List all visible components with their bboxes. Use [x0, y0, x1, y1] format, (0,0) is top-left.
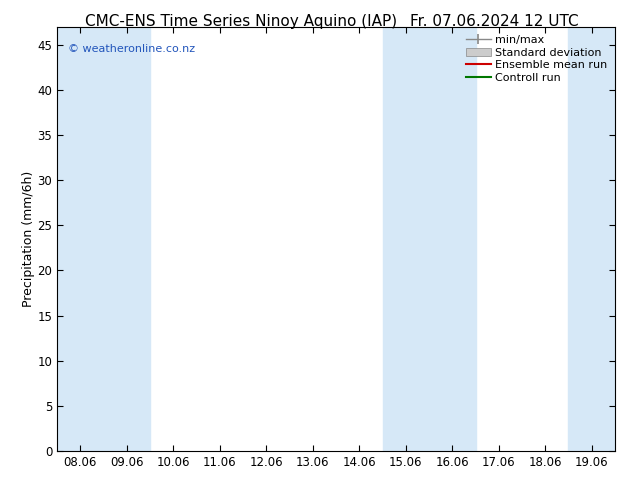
Text: CMC-ENS Time Series Ninoy Aquino (IAP): CMC-ENS Time Series Ninoy Aquino (IAP) [85, 14, 397, 29]
Bar [382, 27, 476, 451]
Bar [57, 27, 150, 451]
Bar [569, 27, 615, 451]
Legend: min/max, Standard deviation, Ensemble mean run, Controll run: min/max, Standard deviation, Ensemble me… [462, 30, 612, 88]
Y-axis label: Precipitation (mm/6h): Precipitation (mm/6h) [22, 171, 34, 307]
Text: Fr. 07.06.2024 12 UTC: Fr. 07.06.2024 12 UTC [410, 14, 579, 29]
Text: © weatheronline.co.nz: © weatheronline.co.nz [68, 44, 195, 54]
